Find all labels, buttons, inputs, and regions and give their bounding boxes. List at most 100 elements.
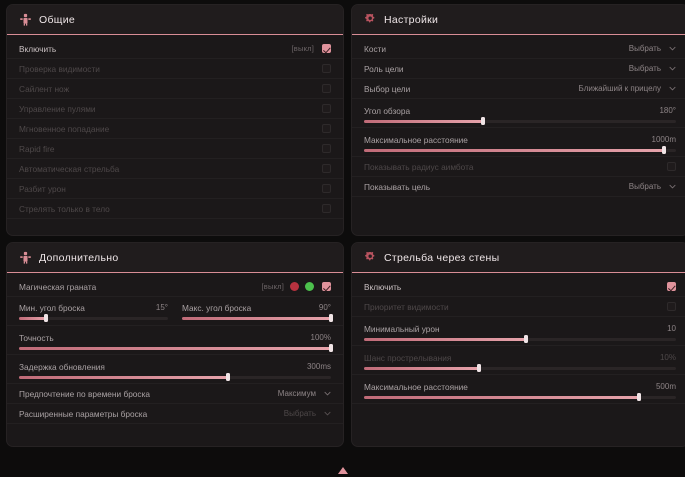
row-target-selection[interactable]: Выбор цели Ближайший к прицелу [352, 79, 685, 99]
slider-knob[interactable] [480, 117, 485, 125]
row-label: Предпочтение по времени броска [19, 388, 150, 399]
slider-value: 300ms [306, 362, 331, 371]
dropdown-value: Выбрать [628, 44, 661, 53]
checkbox-visibility-priority[interactable] [667, 302, 676, 311]
slider-max-distance[interactable] [364, 146, 676, 154]
row-label: Минимальный урон [364, 323, 440, 334]
slider-knob[interactable] [661, 146, 666, 154]
slider-max-throw-angle-group[interactable]: Макс. угол броска 90° [182, 303, 333, 322]
row-magic-grenade[interactable]: Магическая граната [выкл] [7, 277, 343, 297]
panel-settings: Настройки Кости Выбрать Роль цели Выбрат… [351, 4, 685, 236]
row-instant-hit[interactable]: Мгновенное попадание [7, 119, 343, 139]
row-fov[interactable]: Угол обзора 180° [352, 99, 685, 128]
slider-knob[interactable] [477, 364, 482, 372]
row-label: Сайлент нож [19, 83, 70, 94]
checkbox-spread-damage[interactable] [322, 184, 331, 193]
row-max-distance[interactable]: Максимальное расстояние 1000m [352, 128, 685, 157]
slider-knob[interactable] [329, 314, 333, 322]
row-label: Точность [19, 332, 54, 343]
row-min-damage[interactable]: Минимальный урон 10 [352, 317, 685, 346]
slider-min-damage[interactable] [364, 335, 676, 343]
row-bones[interactable]: Кости Выбрать [352, 39, 685, 59]
row-spread-damage[interactable]: Разбит урон [7, 179, 343, 199]
row-visibility-priority[interactable]: Приоритет видимости [352, 297, 685, 317]
row-target-role[interactable]: Роль цели Выбрать [352, 59, 685, 79]
row-label: Rapid fire [19, 143, 55, 154]
row-visibility-check[interactable]: Проверка видимости [7, 59, 343, 79]
panel-general-header: Общие [7, 5, 343, 35]
checkbox-rapid-fire[interactable] [322, 144, 331, 153]
checkbox-auto-shoot[interactable] [322, 164, 331, 173]
row-label: Задержка обновления [19, 361, 105, 372]
slider-fill [364, 337, 527, 341]
dropdown-target-selection[interactable]: Ближайший к прицелу [579, 84, 676, 93]
checkbox-enable[interactable] [322, 44, 331, 53]
row-label: Выбор цели [364, 83, 411, 94]
dropdown-throw-time-preference[interactable]: Максимум [278, 389, 331, 398]
row-penetration-chance[interactable]: Шанс прострелывания 10% [352, 346, 685, 375]
dropdown-show-target[interactable]: Выбрать [629, 182, 676, 191]
row-show-target[interactable]: Показывать цель Выбрать [352, 177, 685, 197]
panel-extra-header: Дополнительно [7, 243, 343, 273]
row-auto-shoot[interactable]: Автоматическая стрельба [7, 159, 343, 179]
checkbox-wallbang-enable[interactable] [667, 282, 676, 291]
record-dot-icon[interactable] [290, 282, 299, 291]
status-dot-icon[interactable] [305, 282, 314, 291]
dropdown-value: Ближайший к прицелу [578, 84, 661, 93]
slider-knob[interactable] [636, 393, 641, 401]
panel-settings-header: Настройки [352, 5, 685, 35]
row-label: Мин. угол броска [19, 302, 85, 313]
chevron-down-icon [669, 46, 676, 51]
checkbox-body-only[interactable] [322, 204, 331, 213]
dropdown-advanced-throw-params[interactable]: Выбрать [284, 409, 331, 418]
row-advanced-throw-params[interactable]: Расширенные параметры броска Выбрать [7, 404, 343, 424]
checkbox-show-fov-radius[interactable] [667, 162, 676, 171]
panel-general: Общие Включить [выкл] Проверка видимости… [6, 4, 344, 236]
dropdown-bones[interactable]: Выбрать [629, 44, 676, 53]
collapse-arrow-icon[interactable] [337, 467, 348, 474]
row-label: Разбит урон [19, 183, 66, 194]
checkbox-magic-grenade[interactable] [322, 282, 331, 291]
row-throw-time-preference[interactable]: Предпочтение по времени броска Максимум [7, 384, 343, 404]
slider-knob[interactable] [524, 335, 529, 343]
slider-value: 1000m [651, 135, 676, 144]
row-enable[interactable]: Включить [выкл] [7, 39, 343, 59]
checkbox-silent-knife[interactable] [322, 84, 331, 93]
panel-extra: Дополнительно Магическая граната [выкл] … [6, 242, 344, 447]
row-wallbang-enable[interactable]: Включить [352, 277, 685, 297]
row-body-only[interactable]: Стрелять только в тело [7, 199, 343, 219]
checkbox-visibility-check[interactable] [322, 64, 331, 73]
panel-general-body: Включить [выкл] Проверка видимости Сайле… [7, 35, 343, 235]
slider-accuracy[interactable] [19, 344, 333, 352]
slider-fill [364, 366, 480, 370]
slider-penetration-chance[interactable] [364, 364, 676, 372]
slider-wallbang-max-distance[interactable] [364, 393, 676, 401]
slider-value: 10 [667, 324, 676, 333]
panel-general-title: Общие [39, 13, 76, 26]
row-bullet-control[interactable]: Управление пулями [7, 99, 343, 119]
slider-value: 500m [655, 382, 676, 391]
row-wallbang-max-distance[interactable]: Максимальное расстояние 500m [352, 375, 685, 404]
dropdown-target-role[interactable]: Выбрать [629, 64, 676, 73]
slider-knob[interactable] [329, 344, 333, 352]
slider-knob[interactable] [43, 314, 48, 322]
row-accuracy[interactable]: Точность 100% [7, 326, 343, 355]
slider-knob[interactable] [226, 373, 231, 381]
chevron-down-icon [669, 66, 676, 71]
slider-fov[interactable] [364, 117, 676, 125]
slider-max-throw-angle[interactable] [182, 314, 333, 322]
row-update-delay[interactable]: Задержка обновления 300ms [7, 355, 343, 384]
checkbox-bullet-control[interactable] [322, 104, 331, 113]
slider-min-throw-angle[interactable] [19, 314, 168, 322]
row-show-fov-radius[interactable]: Показывать радиус аимбота [352, 157, 685, 177]
slider-min-throw-angle-group[interactable]: Мин. угол броска 15° [19, 302, 168, 322]
row-label: Управление пулями [19, 103, 96, 114]
dropdown-value: Выбрать [283, 409, 316, 418]
row-rapid-fire[interactable]: Rapid fire [7, 139, 343, 159]
slider-fill [19, 375, 229, 379]
row-silent-knife[interactable]: Сайлент нож [7, 79, 343, 99]
slider-update-delay[interactable] [19, 373, 331, 381]
slider-value: 90° [318, 303, 331, 312]
checkbox-instant-hit[interactable] [322, 124, 331, 133]
